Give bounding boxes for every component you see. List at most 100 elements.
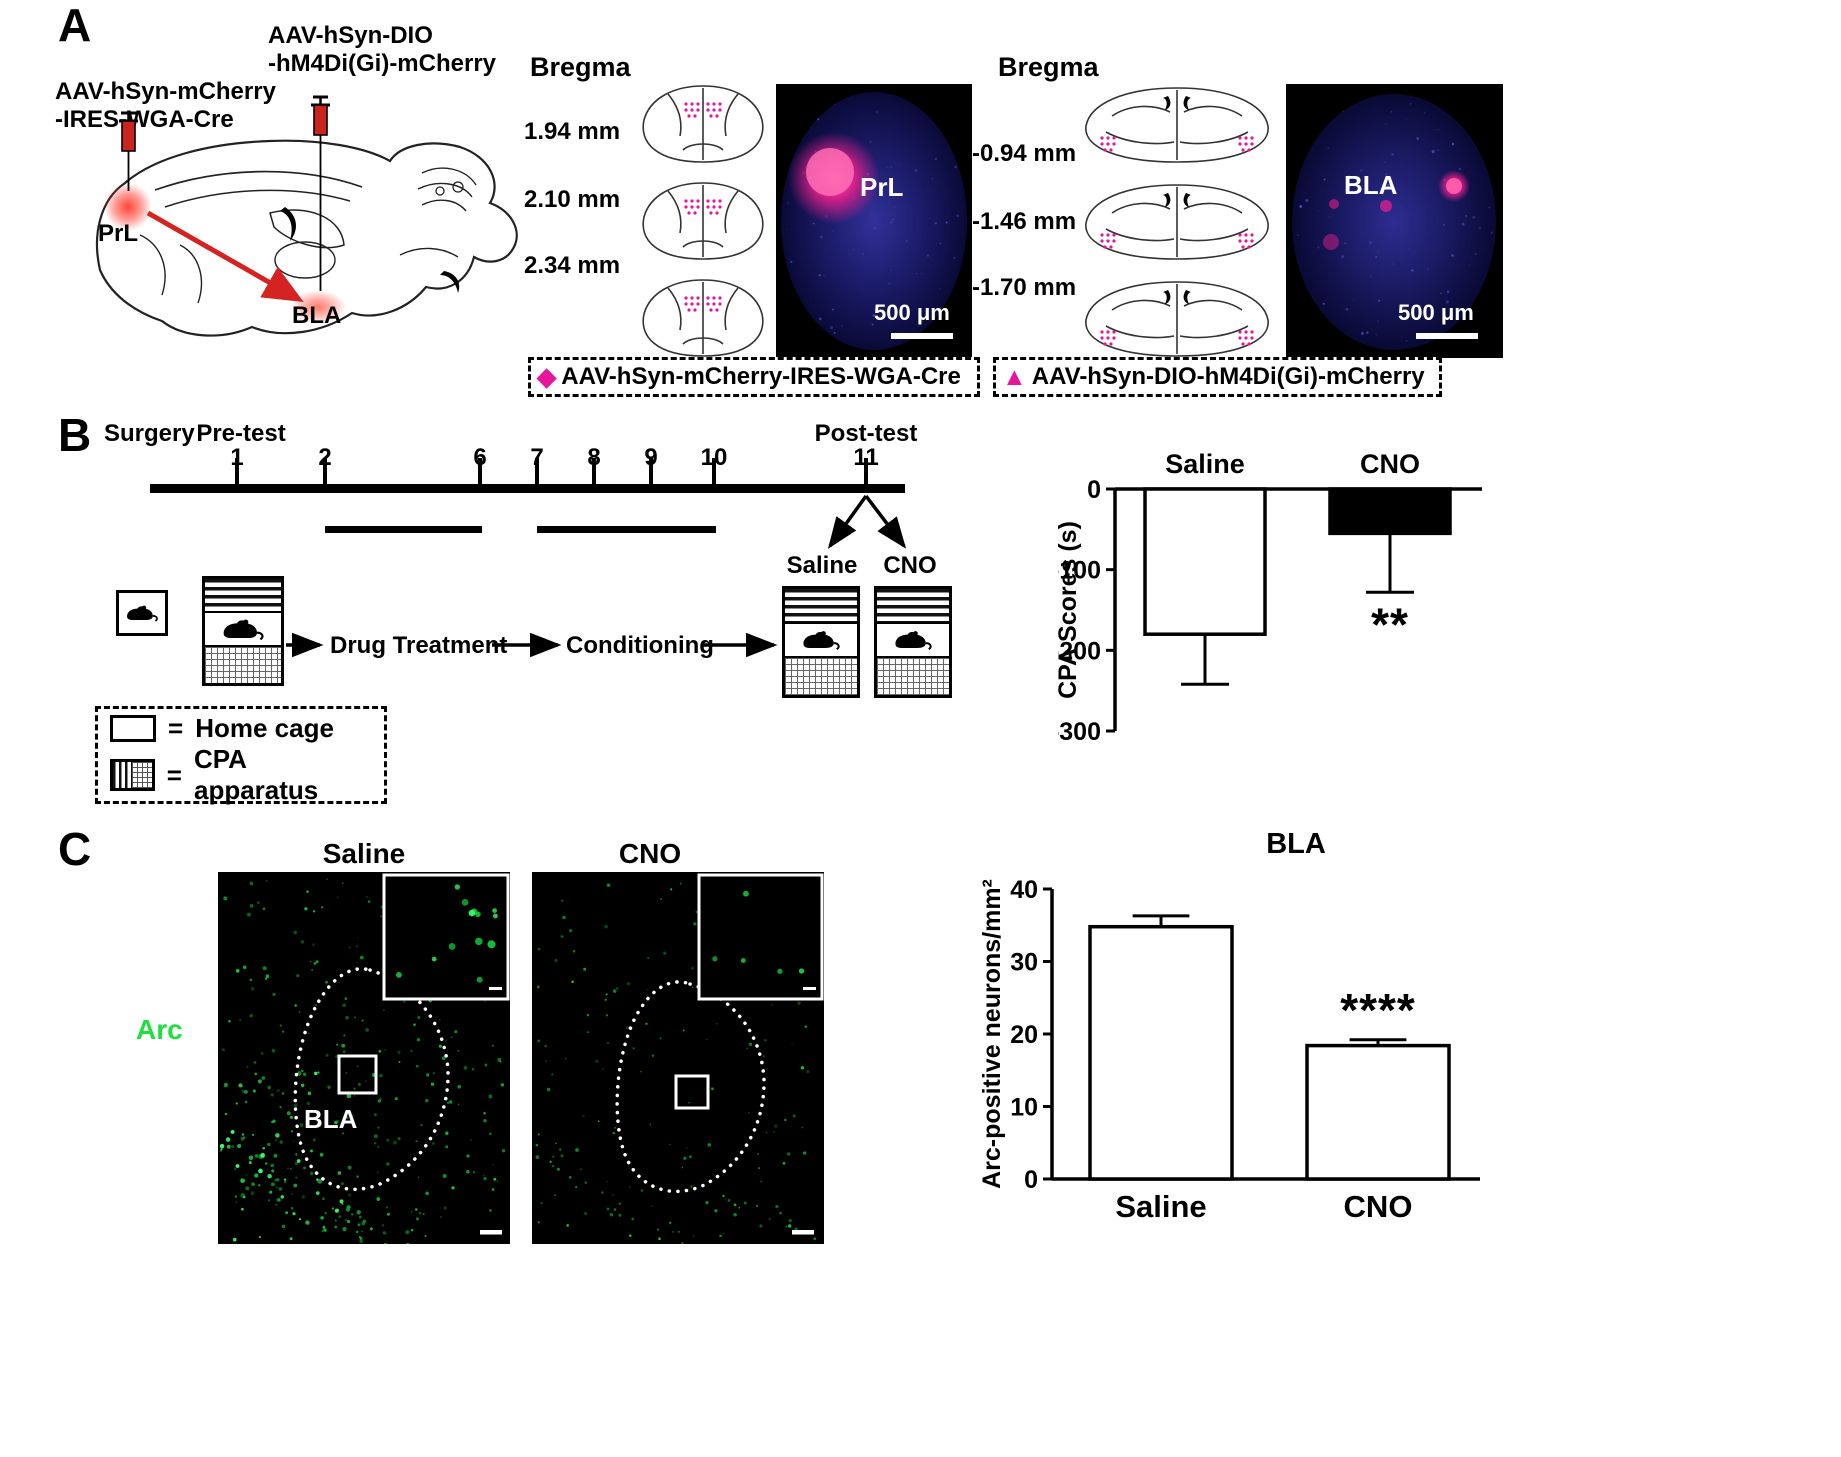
- bla-region-label: BLA: [304, 1104, 358, 1134]
- home-cage-glyph: [110, 715, 156, 742]
- inset-source-box: [337, 1054, 378, 1095]
- sagittal-brain-schematic: [95, 95, 518, 337]
- y-axis-label: Arc-positive neurons/mm²: [980, 879, 1006, 1189]
- cno-group-label: CNO: [883, 552, 937, 579]
- panel-c-label: C: [58, 823, 92, 875]
- bregma-level: 1.94 mm: [524, 118, 621, 145]
- posttest-arrow-saline: [827, 494, 868, 549]
- legend-hm4di: ▲ AAV-hSyn-DIO-hM4Di(Gi)-mCherry: [993, 357, 1442, 397]
- y-tick-label: 0: [1087, 476, 1101, 504]
- arc-cno-image: [532, 872, 824, 1244]
- y-tick-label: 40: [1010, 876, 1038, 904]
- cpa-striped-chamber: [785, 589, 857, 624]
- prl-to-bla-projection-arrow: [146, 210, 304, 302]
- bla-image-label: BLA: [1344, 170, 1398, 200]
- legend-row-home-cage: = Home cage: [110, 713, 372, 744]
- arc-saline-image: BLA: [218, 872, 510, 1244]
- home-cage-icon: [116, 590, 168, 636]
- syringe-icon-bla: [311, 95, 330, 291]
- legend-row-cpa: = CPA apparatus: [110, 744, 372, 806]
- cpa-middle-chamber: [785, 623, 857, 656]
- surgery-label: Surgery: [104, 420, 195, 447]
- prl-injection-site: [104, 183, 152, 231]
- cpa-middle-chamber: [877, 623, 949, 656]
- timeline-day-label: 7: [530, 444, 544, 471]
- inset-neurons: [395, 884, 498, 983]
- equals-sign: =: [166, 759, 182, 790]
- bar-saline: [1088, 924, 1234, 1181]
- bla-dotted-outline: [293, 967, 450, 1192]
- injection-bla-line1: AAV-hSyn-DIO: [268, 22, 433, 49]
- y-tick-label: -100: [1058, 557, 1101, 585]
- posttest-arrow-cno: [864, 494, 907, 549]
- bla-schematic-label: BLA: [292, 302, 342, 329]
- timeline-day-label: 1: [230, 444, 244, 471]
- coronal-atlas-prl: [642, 85, 764, 357]
- injection-bla-label: AAV-hSyn-DIO -hM4Di(Gi)-mCherry: [268, 22, 496, 79]
- cpa-apparatus-cno-icon: [874, 586, 952, 698]
- bla-dotted-outline: [615, 980, 766, 1194]
- mouse-icon: [222, 617, 264, 640]
- inset-neurons: [712, 890, 805, 974]
- scale-bar: [1416, 333, 1478, 339]
- cno-image-title: CNO: [618, 838, 682, 869]
- panel-b-label: B: [58, 409, 92, 461]
- bregma-level: 2.34 mm: [524, 252, 621, 279]
- coronal-atlas-bla: [1085, 87, 1269, 357]
- y-tick-label: -200: [1058, 637, 1101, 665]
- cpa-apparatus-glyph: [110, 759, 155, 791]
- inset-frame: [697, 873, 824, 1001]
- equals-sign: =: [168, 713, 184, 743]
- home-cage-legend-text: Home cage: [195, 713, 334, 743]
- posttest-label: Post-test: [814, 420, 918, 447]
- mouse-icon: [126, 604, 158, 622]
- y-axis-label: CPA Scores (s): [1058, 521, 1082, 699]
- inset-scale-bar: [803, 987, 816, 990]
- bregma-left-title: Bregma: [530, 52, 631, 82]
- cpa-apparatus-icon: [202, 576, 284, 686]
- timeline-day-label: 2: [318, 444, 332, 471]
- y-tick-label: 0: [1024, 1166, 1038, 1194]
- cpa-grid-chamber: [785, 655, 857, 695]
- drug-treatment-label: Drug Treatment: [330, 632, 508, 659]
- mouse-icon: [802, 629, 840, 650]
- category-label-saline: Saline: [1115, 1189, 1206, 1224]
- bla-fluorescence-image: BLA 500 μm: [1286, 84, 1503, 358]
- cpa-striped-chamber: [877, 589, 949, 624]
- bar-cno: [1305, 1043, 1451, 1181]
- diamond-marker-icon: ◆: [537, 362, 557, 391]
- conditioning-label: Conditioning: [566, 632, 714, 659]
- pretest-label: Pre-test: [196, 420, 286, 447]
- cpa-legend-text: CPA apparatus: [193, 744, 319, 805]
- cpa-middle-chamber: [205, 613, 281, 645]
- arc-positive-neurons: [219, 878, 506, 1244]
- significance-label: ****: [1340, 984, 1416, 1036]
- inset-frame: [382, 873, 510, 1001]
- category-label-saline: Saline: [1165, 449, 1245, 479]
- drug-treatment-period-bar: [325, 526, 482, 533]
- category-label-cno: CNO: [1360, 449, 1420, 479]
- cpa-scores-bar-chart: 0 -100 -200 -300 Saline CNO CPA Scores (s) **: [1058, 449, 1482, 746]
- injection-prl-line1: AAV-hSyn-mCherry: [55, 78, 276, 105]
- legend-wga-cre: ◆ AAV-hSyn-mCherry-IRES-WGA-Cre: [528, 357, 980, 397]
- scale-bar: [480, 1230, 502, 1235]
- cpa-grid-chamber: [205, 644, 281, 683]
- panel-a-label: A: [58, 0, 92, 51]
- mouse-icon: [894, 629, 932, 650]
- timeline-day-label: 9: [644, 444, 658, 471]
- injection-bla-line2: -hM4Di(Gi)-mCherry: [268, 50, 497, 78]
- legend-wga-cre-text: AAV-hSyn-mCherry-IRES-WGA-Cre: [561, 362, 961, 390]
- prl-fluorescence-image: PrL 500 μm: [776, 84, 972, 358]
- cpa-apparatus-saline-icon: [782, 586, 860, 698]
- bar-cno: [1328, 487, 1452, 536]
- y-tick-label: 30: [1010, 949, 1038, 977]
- experiment-timeline-graphics: [150, 458, 907, 658]
- bar-saline: [1143, 487, 1267, 636]
- timeline-bar: [150, 484, 905, 493]
- legend-hm4di-text: AAV-hSyn-DIO-hM4Di(Gi)-mCherry: [1031, 362, 1425, 390]
- scale-bar: [891, 333, 953, 339]
- bregma-level: -1.70 mm: [972, 274, 1077, 301]
- syringe-icon-prl: [119, 111, 138, 191]
- inset-source-box: [674, 1074, 710, 1110]
